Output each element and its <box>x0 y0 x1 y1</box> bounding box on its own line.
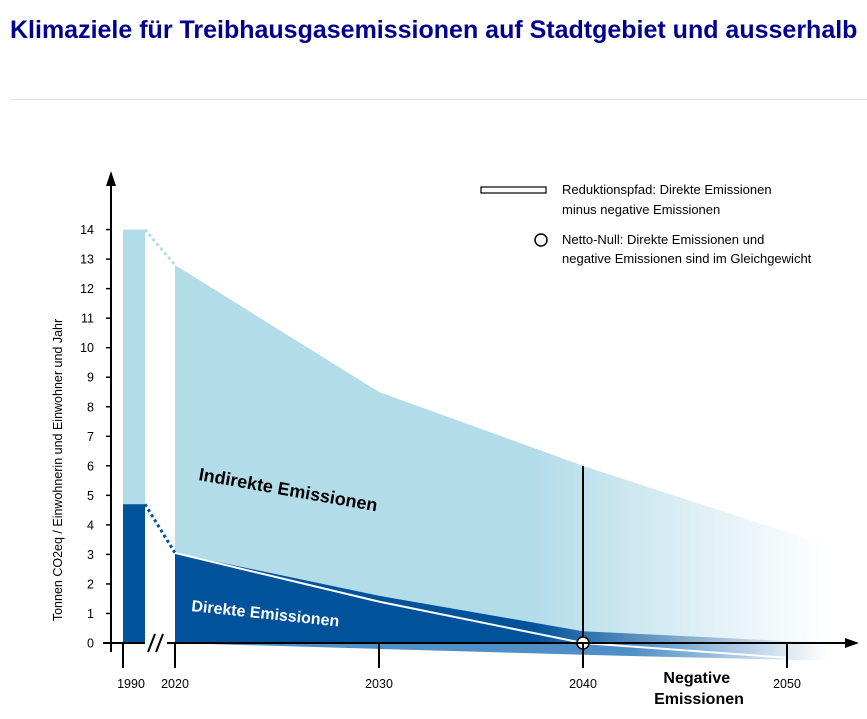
x-tick-label: 1990 <box>117 677 145 691</box>
legend-entry-net-zero: Netto-Null: Direkte Emissionen und negat… <box>562 232 812 266</box>
bar-1990-direkt <box>123 504 145 643</box>
x-ticks: 1990 2020 2030 2040 2050 <box>117 643 801 691</box>
page-title: Klimaziele für Treibhausgasemissionen au… <box>10 16 858 44</box>
axes <box>103 171 859 653</box>
y-axis-arrow <box>106 171 116 186</box>
y-tick-label: 12 <box>80 282 94 296</box>
y-tick-label: 10 <box>80 341 94 355</box>
x-tick-label: 2020 <box>161 677 189 691</box>
y-tick-label: 0 <box>87 637 94 651</box>
y-axis-label: Tonnen CO2eq / Einwohnerin und Einwohner… <box>51 319 65 621</box>
x-tick-label: 2040 <box>569 677 597 691</box>
area-direkt <box>175 552 828 643</box>
y-tick-label: 8 <box>87 400 94 414</box>
area-indirekt <box>175 265 828 643</box>
title-divider <box>10 99 867 100</box>
area-negativ <box>175 643 828 661</box>
y-tick-label: 11 <box>81 312 94 326</box>
y-tick-label: 3 <box>87 548 94 562</box>
x-tick-label: 2050 <box>773 677 801 691</box>
connector-indirekt <box>143 228 177 266</box>
x-axis-arrow <box>845 638 859 648</box>
y-tick-label: 7 <box>87 430 94 444</box>
y-tick-label: 14 <box>80 223 94 237</box>
legend-entry-reduction-path: Reduktionspfad: Direkte Emissionen minus… <box>562 182 775 217</box>
connector-direkt <box>143 503 177 554</box>
series-label-negativ-line2: Emissionen <box>654 691 744 708</box>
y-tick-label: 6 <box>87 459 94 473</box>
x-axis-break-mark <box>155 633 164 653</box>
bar-1990-indirekt <box>123 229 145 505</box>
y-tick-label: 4 <box>87 518 94 532</box>
x-axis-break-mark <box>147 633 156 653</box>
y-tick-label: 13 <box>80 253 94 267</box>
legend: Reduktionspfad: Direkte Emissionen minus… <box>480 182 812 266</box>
x-tick-label: 2030 <box>365 677 393 691</box>
legend-symbol-reduction-path <box>480 186 547 194</box>
y-tick-label: 2 <box>87 577 94 591</box>
series-label-negativ-line1: Negative <box>663 670 730 687</box>
y-tick-label: 5 <box>87 489 94 503</box>
y-tick-label: 9 <box>87 371 94 385</box>
legend-symbol-net-zero <box>534 233 548 247</box>
reduction-path-line <box>174 551 788 659</box>
y-tick-label: 1 <box>87 607 94 621</box>
plot-areas <box>123 228 828 661</box>
series-label-negativ: Negative Emissionen <box>654 670 744 708</box>
